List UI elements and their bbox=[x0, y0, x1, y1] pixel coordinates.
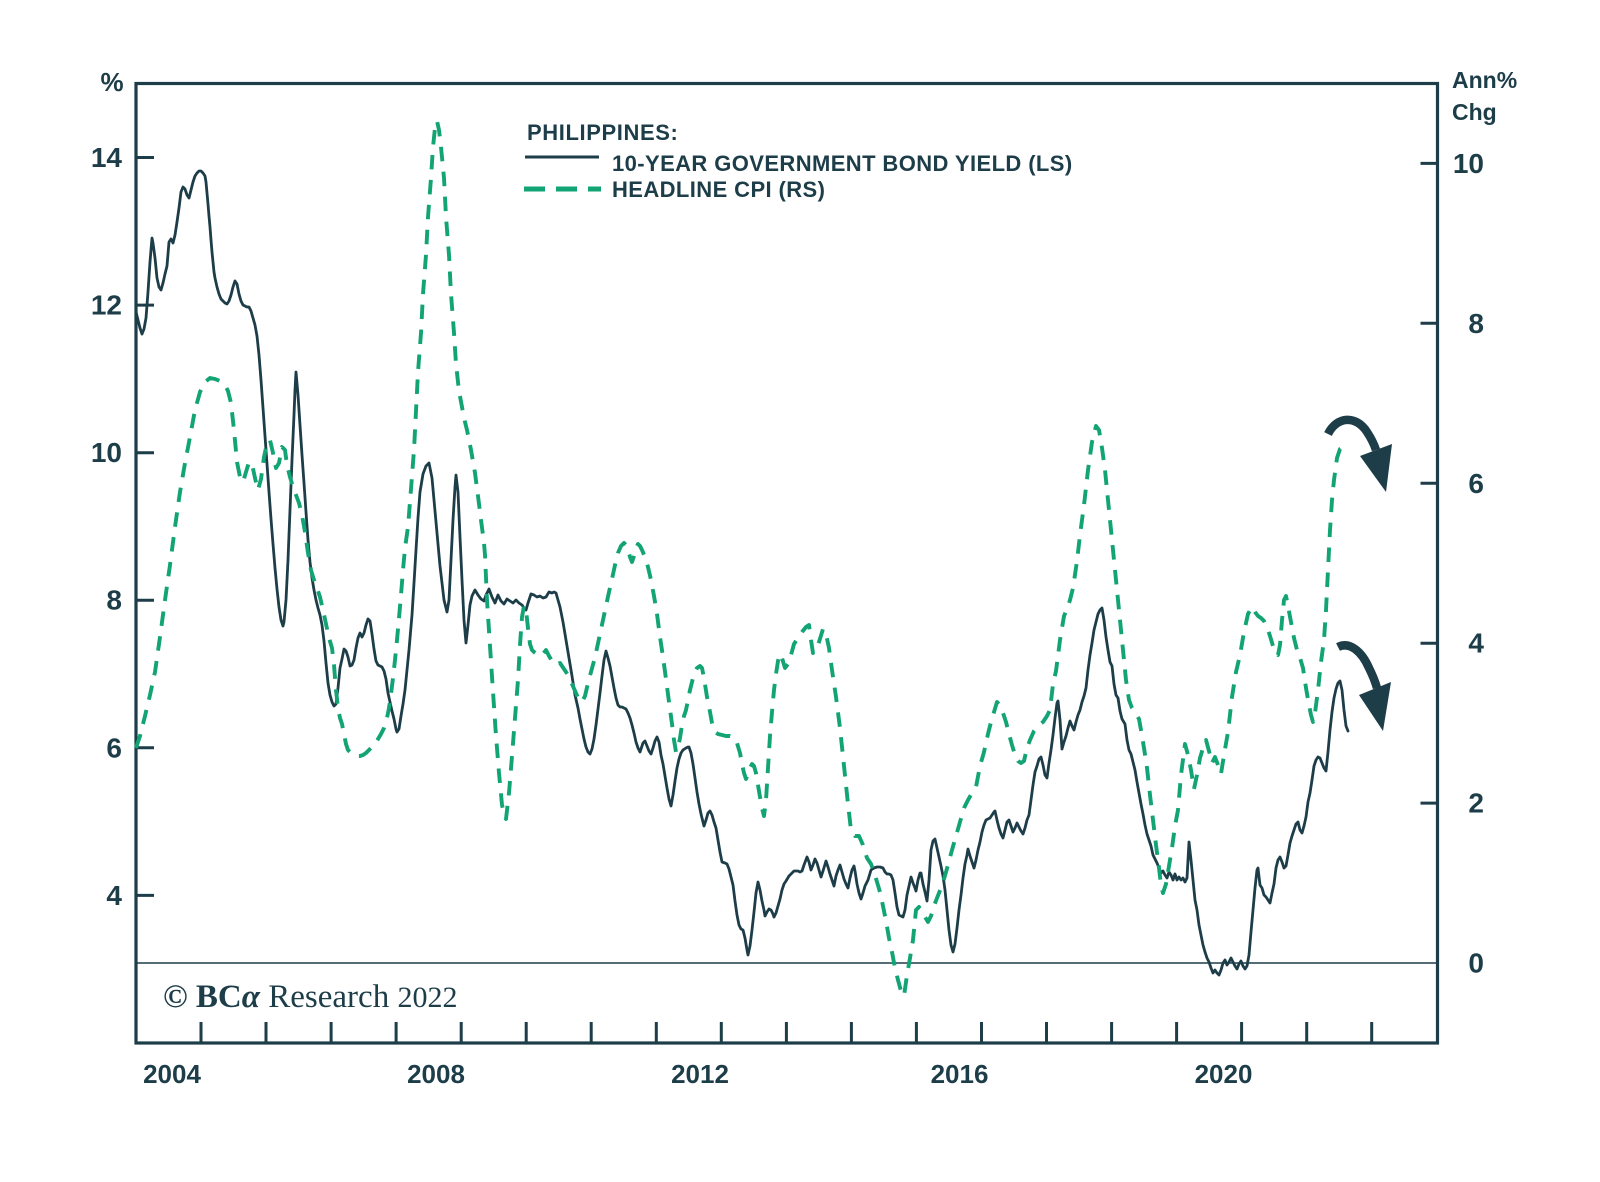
svg-text:2: 2 bbox=[1468, 788, 1484, 819]
svg-text:6: 6 bbox=[106, 732, 122, 763]
svg-text:4: 4 bbox=[106, 880, 122, 911]
svg-text:10: 10 bbox=[1453, 148, 1484, 179]
svg-text:10: 10 bbox=[91, 437, 122, 468]
svg-text:© BCα Research 2022: © BCα Research 2022 bbox=[163, 979, 457, 1015]
svg-text:8: 8 bbox=[1468, 308, 1484, 339]
svg-text:2020: 2020 bbox=[1195, 1059, 1253, 1089]
svg-text:Chg: Chg bbox=[1452, 99, 1497, 125]
svg-text:2016: 2016 bbox=[931, 1059, 989, 1089]
svg-text:2008: 2008 bbox=[407, 1059, 465, 1089]
svg-text:PHILIPPINES:: PHILIPPINES: bbox=[527, 120, 678, 145]
svg-text:4: 4 bbox=[1468, 628, 1484, 659]
svg-text:Ann%: Ann% bbox=[1452, 67, 1517, 93]
svg-text:%: % bbox=[100, 67, 123, 97]
svg-text:10-YEAR GOVERNMENT BOND YIELD: 10-YEAR GOVERNMENT BOND YIELD (LS) bbox=[612, 151, 1073, 176]
svg-text:14: 14 bbox=[91, 142, 123, 173]
svg-text:12: 12 bbox=[91, 290, 122, 321]
svg-text:0: 0 bbox=[1468, 948, 1484, 979]
svg-text:8: 8 bbox=[106, 585, 122, 616]
svg-text:2004: 2004 bbox=[143, 1059, 201, 1089]
svg-text:6: 6 bbox=[1468, 468, 1484, 499]
svg-text:HEADLINE CPI (RS): HEADLINE CPI (RS) bbox=[612, 177, 825, 202]
svg-text:2012: 2012 bbox=[671, 1059, 729, 1089]
